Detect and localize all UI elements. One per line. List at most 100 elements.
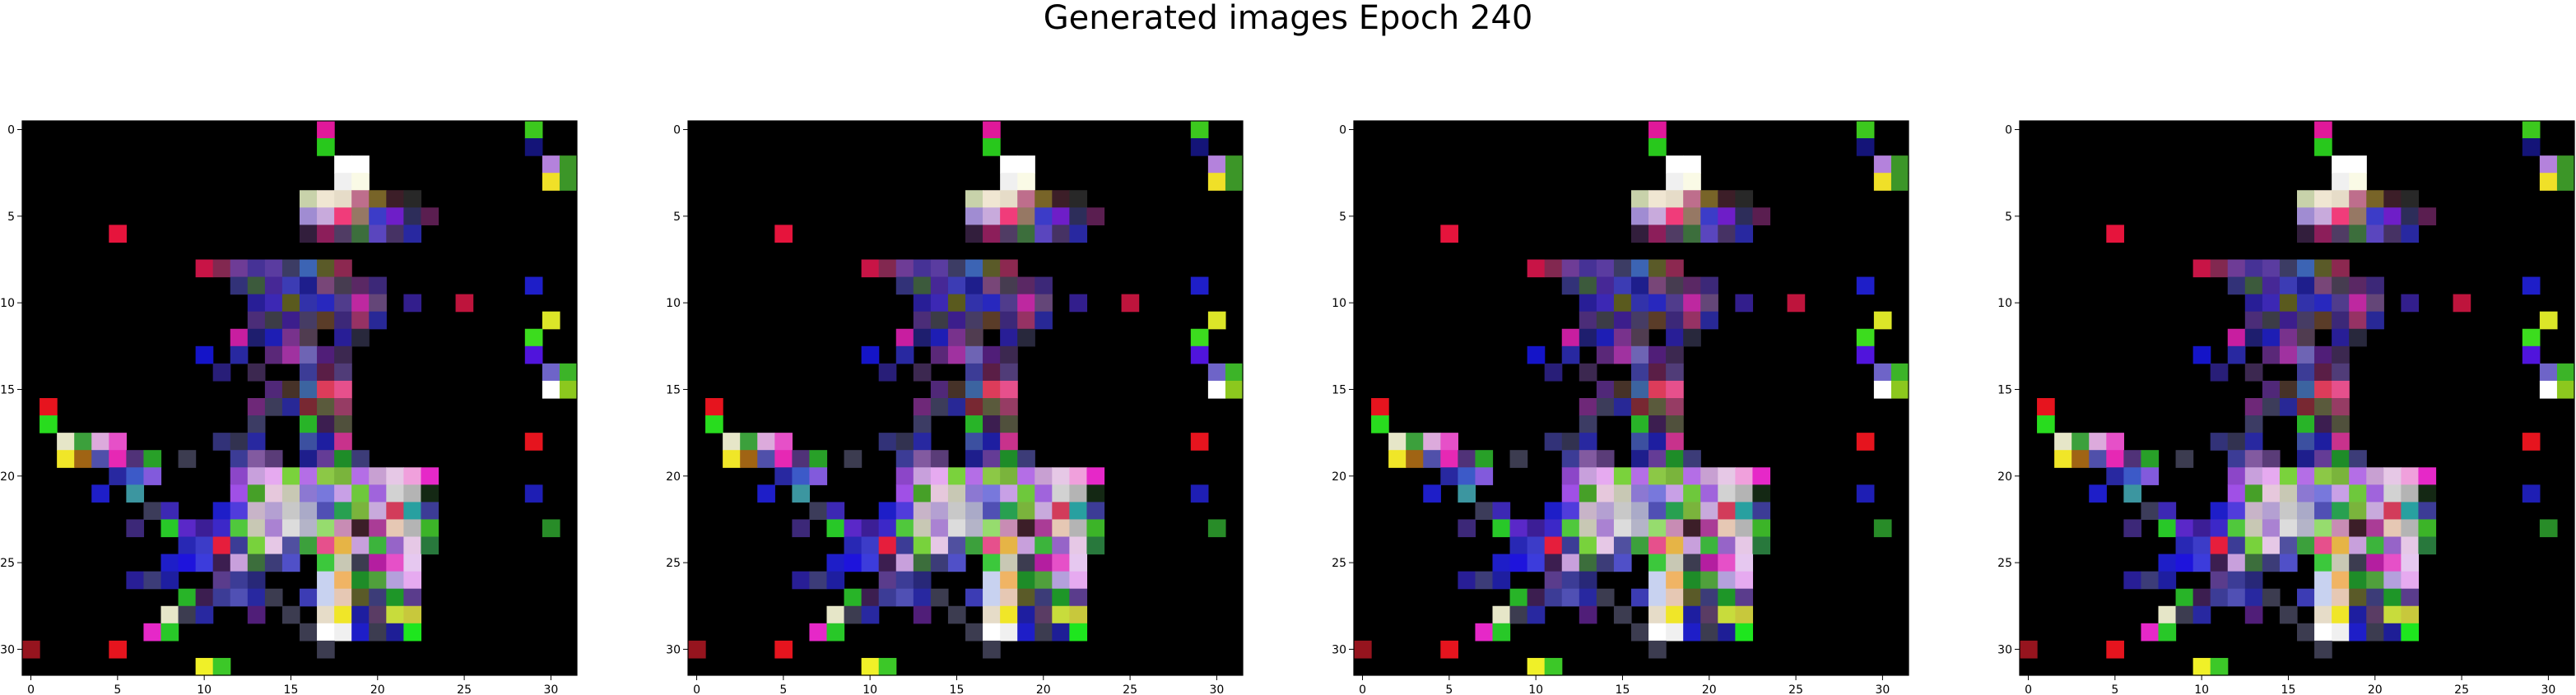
image-pixel [1735, 207, 1754, 225]
image-pixel [1509, 519, 1528, 538]
image-pixel [965, 225, 983, 243]
image-pixel [334, 467, 352, 485]
image-pixel [965, 363, 983, 382]
image-pixel [2210, 433, 2229, 451]
image-pixel [1579, 588, 1597, 607]
image-pixel [1666, 484, 1684, 503]
image-pixel [57, 433, 75, 451]
image-pixel [334, 450, 352, 468]
image-pixel [2192, 519, 2211, 538]
axes-frame [1353, 120, 1909, 676]
image-pixel [1000, 225, 1018, 243]
image-pixel [1666, 311, 1684, 330]
image-pixel [212, 259, 231, 278]
image-pixel [1086, 484, 1105, 503]
image-pixel [247, 605, 266, 624]
image-pixel [403, 294, 422, 313]
y-tick-label: 25 [1332, 557, 1346, 570]
image-pixel [2192, 605, 2211, 624]
image-pixel [386, 623, 404, 642]
image-pixel [1544, 259, 1563, 278]
image-pixel [774, 467, 793, 485]
image-pixel [230, 484, 249, 503]
image-pixel [1648, 554, 1667, 572]
image-pixel [403, 605, 422, 624]
y-tick-label: 15 [666, 383, 681, 396]
image-pixel [1631, 190, 1649, 208]
image-pixel [1631, 398, 1649, 416]
image-pixel [2401, 571, 2420, 590]
image-pixel [2539, 155, 2558, 174]
image-pixel [965, 536, 983, 555]
image-pixel [1648, 623, 1667, 642]
image-pixel [2366, 484, 2384, 503]
image-pixel [1527, 657, 1546, 676]
image-pixel [300, 276, 318, 295]
image-pixel [1527, 519, 1546, 538]
image-pixel [2314, 207, 2332, 225]
image-pixel [2366, 571, 2384, 590]
image-pixel [1579, 276, 1597, 295]
image-pixel [2158, 571, 2177, 590]
image-pixel [983, 380, 1001, 399]
image-pixel [1544, 657, 1563, 676]
image-pixel [1631, 311, 1649, 330]
image-pixel [1700, 225, 1718, 243]
image-pixel [351, 311, 370, 330]
image-pixel [1069, 623, 1088, 642]
image-pixel [1440, 640, 1458, 659]
image-pixel [965, 450, 983, 468]
image-pixel [1648, 536, 1667, 555]
image-pixel [930, 311, 949, 330]
image-pixel [1579, 433, 1597, 451]
image-pixel [334, 554, 352, 572]
image-pixel [2332, 571, 2350, 590]
image-pixel [369, 502, 387, 521]
y-tick-label: 20 [666, 470, 681, 484]
image-pixel [1735, 190, 1754, 208]
image-pixel [947, 519, 966, 538]
image-pixel [1440, 433, 1458, 451]
image-pixel [1648, 588, 1667, 607]
image-pixel [1666, 173, 1684, 191]
image-pixel [2401, 536, 2420, 555]
image-pixel [2401, 588, 2420, 607]
image-pixel [1475, 571, 1494, 590]
image-pixel [2349, 276, 2367, 295]
image-pixel [1890, 380, 1909, 399]
image-pixel [143, 623, 162, 642]
image-pixel [1121, 294, 1140, 313]
image-pixel [2297, 623, 2315, 642]
image-pixel [1666, 415, 1684, 433]
image-pixel [1579, 328, 1597, 347]
image-pixel [757, 433, 775, 451]
image-pixel [1683, 311, 1701, 330]
image-pixel [524, 345, 543, 364]
image-pixel [1086, 467, 1105, 485]
image-pixel [1035, 276, 1053, 295]
image-pixel [1666, 519, 1684, 538]
image-pixel [281, 311, 300, 330]
image-pixel [126, 484, 145, 503]
image-pixel [1544, 363, 1563, 382]
image-pixel [22, 640, 40, 659]
image-pixel [1666, 588, 1684, 607]
image-pixel [1017, 311, 1035, 330]
image-pixel [895, 554, 914, 572]
image-pixel [1017, 484, 1035, 503]
image-pixel [212, 502, 231, 521]
image-pixel [965, 276, 983, 295]
image-pixel [1718, 467, 1736, 485]
image-pixel [247, 554, 266, 572]
image-pixel [212, 657, 231, 676]
image-pixel [947, 276, 966, 295]
image-pixel [300, 380, 318, 399]
image-pixel [2383, 588, 2402, 607]
image-pixel [913, 328, 932, 347]
image-pixel [1052, 225, 1070, 243]
image-pixel [2349, 190, 2367, 208]
image-pixel [2227, 467, 2246, 485]
image-pixel [317, 380, 335, 399]
image-pixel [1069, 536, 1088, 555]
image-pixel [1648, 311, 1667, 330]
